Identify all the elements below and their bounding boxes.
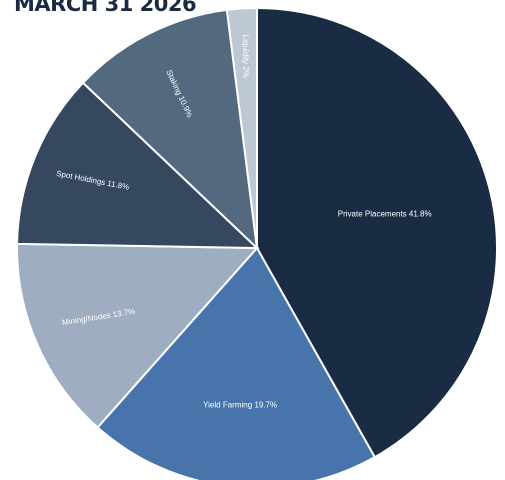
pie-slice-private-placements: [256, 6, 498, 459]
pie-slice-staking: [81, 8, 259, 251]
pie-slice-liquidity: [225, 6, 258, 249]
pie-slice-yield-farming: [96, 246, 377, 480]
slice-label-yield-farming: Yield Farming 19.7%: [203, 401, 277, 410]
slice-label-private-placements: Private Placements 41.8%: [338, 210, 432, 219]
pie-slice-mining-nodes: [16, 242, 260, 429]
slice-label-liquidity: Liquidity 2%: [241, 35, 250, 78]
chart-title: MARCH 31 2026: [14, 0, 197, 16]
pie-slice-spot-holdings: [16, 81, 260, 250]
